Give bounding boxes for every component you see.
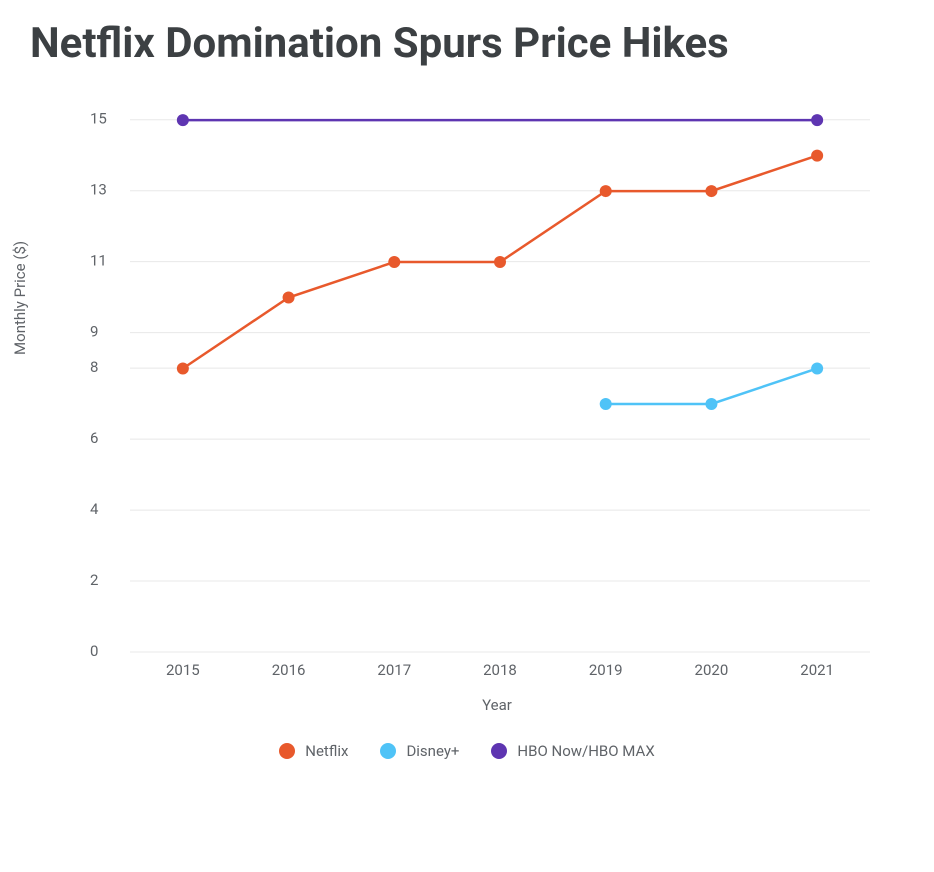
- legend-item: Netflix: [279, 742, 348, 760]
- y-tick-label: 11: [90, 252, 107, 270]
- x-tick-label: 2021: [800, 662, 834, 680]
- line-chart-svg: 0 2 4 6 8 9 11 13 15 2015 2016 2017 2018 2019 2020 2021: [90, 92, 890, 692]
- data-point: [705, 185, 717, 197]
- data-point: [283, 292, 295, 304]
- y-tick-label: 0: [90, 642, 98, 660]
- y-axis-label: Monthly Price ($): [11, 241, 29, 355]
- y-tick-label: 6: [90, 429, 98, 447]
- legend-dot-icon: [279, 743, 295, 759]
- y-tick-label: 2: [90, 571, 98, 589]
- y-tick-label: 13: [90, 181, 107, 199]
- data-point: [494, 256, 506, 268]
- x-axis-label: Year: [90, 696, 904, 714]
- x-tick-label: 2017: [377, 662, 411, 680]
- data-point: [811, 114, 823, 126]
- x-tick-label: 2018: [483, 662, 517, 680]
- y-tick-label: 9: [90, 323, 98, 341]
- legend-item: Disney+: [380, 742, 459, 760]
- x-tick-label: 2016: [272, 662, 306, 680]
- legend-item: HBO Now/HBO MAX: [491, 742, 654, 760]
- y-tick-label: 8: [90, 358, 98, 376]
- data-point: [600, 398, 612, 410]
- legend: Netflix Disney+ HBO Now/HBO MAX: [30, 742, 904, 760]
- x-tick-label: 2015: [166, 662, 200, 680]
- legend-label: Disney+: [406, 742, 459, 760]
- x-tick-label: 2020: [695, 662, 729, 680]
- x-tick-label: 2019: [589, 662, 623, 680]
- chart-title: Netflix Domination Spurs Price Hikes: [30, 20, 904, 68]
- chart-area: Monthly Price ($) 0246891113152015201620…: [30, 92, 904, 714]
- data-point: [811, 363, 823, 375]
- legend-dot-icon: [491, 743, 507, 759]
- data-point: [177, 363, 189, 375]
- data-point: [705, 398, 717, 410]
- data-point: [600, 185, 612, 197]
- y-tick-label: 4: [90, 500, 99, 518]
- data-point: [811, 150, 823, 162]
- chart-container: Netflix Domination Spurs Price Hikes Mon…: [0, 0, 934, 770]
- data-point: [177, 114, 189, 126]
- legend-dot-icon: [380, 743, 396, 759]
- legend-label: Netflix: [305, 742, 348, 760]
- data-point: [388, 256, 400, 268]
- plot-wrap: 0 2 4 6 8 9 11 13 15 2015 2016 2017 2018 2019 2020 2021…: [90, 92, 904, 714]
- legend-label: HBO Now/HBO MAX: [517, 742, 654, 760]
- y-tick-label: 15: [90, 110, 107, 128]
